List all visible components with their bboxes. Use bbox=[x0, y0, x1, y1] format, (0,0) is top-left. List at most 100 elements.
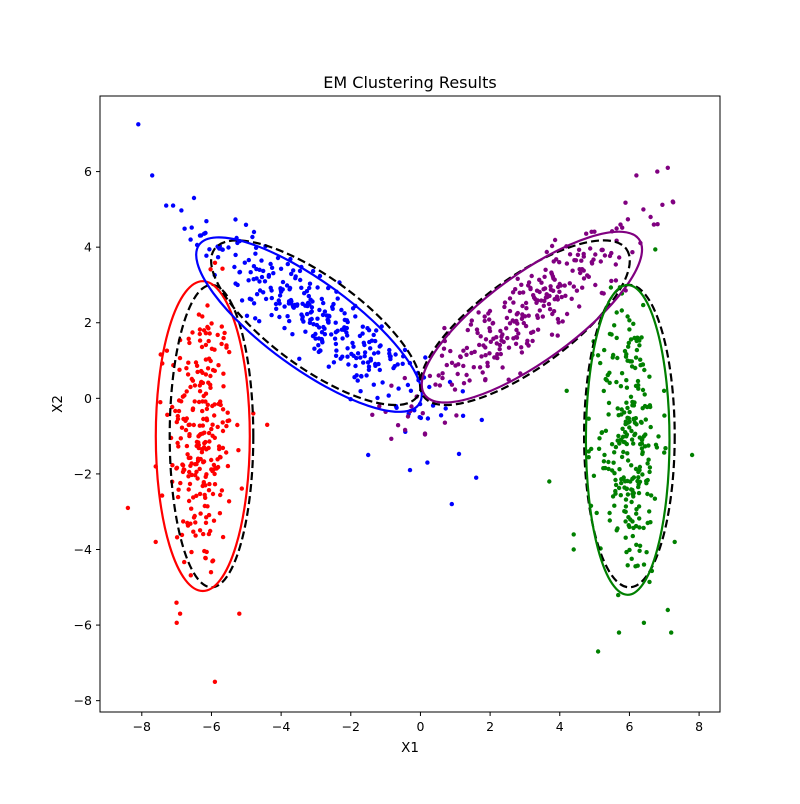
data-point-outlier bbox=[125, 505, 131, 511]
data-point-cluster-3 bbox=[593, 252, 598, 257]
data-point-cluster-4 bbox=[624, 385, 630, 390]
data-point-outlier bbox=[689, 452, 695, 458]
data-point-cluster-3 bbox=[617, 255, 622, 260]
data-point-cluster-4 bbox=[619, 454, 625, 460]
data-point-cluster-2 bbox=[293, 274, 298, 279]
data-point-cluster-4 bbox=[622, 485, 627, 490]
data-point-cluster-4 bbox=[645, 491, 650, 497]
data-point-cluster-3 bbox=[544, 292, 549, 297]
data-point-outlier bbox=[564, 388, 569, 393]
data-point-cluster-2 bbox=[405, 382, 411, 388]
data-point-cluster-2 bbox=[361, 360, 366, 365]
data-point-cluster-2 bbox=[326, 364, 331, 369]
data-point-cluster-3 bbox=[449, 360, 455, 365]
data-point-cluster-3 bbox=[497, 347, 502, 352]
data-point-cluster-1 bbox=[188, 455, 193, 460]
data-point-cluster-1 bbox=[236, 448, 241, 453]
data-point-cluster-1 bbox=[196, 312, 202, 317]
data-point-cluster-2 bbox=[303, 329, 308, 334]
data-point-cluster-1 bbox=[202, 503, 207, 509]
data-point-cluster-4 bbox=[625, 415, 630, 420]
data-point-cluster-2 bbox=[268, 261, 273, 267]
data-point-cluster-1 bbox=[192, 399, 197, 404]
data-point-cluster-2 bbox=[335, 328, 340, 333]
data-point-cluster-2 bbox=[322, 326, 327, 331]
data-point-cluster-2 bbox=[273, 301, 279, 307]
data-point-cluster-3 bbox=[613, 278, 619, 283]
data-point-cluster-1 bbox=[224, 450, 229, 455]
data-point-cluster-1 bbox=[218, 492, 223, 498]
plot-area-frame bbox=[99, 95, 721, 713]
data-point-cluster-2 bbox=[278, 266, 284, 271]
y-tick-label: 0 bbox=[84, 391, 92, 406]
data-point-cluster-2 bbox=[294, 303, 300, 308]
data-point-cluster-2 bbox=[287, 285, 293, 291]
data-point-cluster-3 bbox=[439, 353, 445, 358]
data-point-cluster-3 bbox=[526, 313, 531, 318]
data-point-cluster-2 bbox=[375, 395, 380, 401]
data-point-cluster-3 bbox=[577, 304, 582, 309]
data-point-cluster-4 bbox=[613, 482, 619, 488]
data-point-cluster-3 bbox=[461, 363, 466, 369]
data-point-cluster-1 bbox=[208, 528, 213, 534]
data-point-outlier bbox=[641, 207, 646, 212]
data-point-cluster-4 bbox=[629, 428, 634, 434]
data-point-cluster-3 bbox=[464, 345, 470, 351]
data-point-cluster-1 bbox=[196, 399, 202, 405]
data-point-cluster-3 bbox=[530, 338, 535, 344]
data-point-cluster-2 bbox=[330, 306, 335, 311]
data-point-cluster-1 bbox=[207, 439, 212, 444]
data-point-cluster-4 bbox=[633, 355, 639, 360]
data-point-cluster-1 bbox=[235, 422, 240, 428]
data-point-cluster-4 bbox=[586, 455, 591, 460]
data-point-cluster-4 bbox=[633, 523, 639, 529]
data-point-cluster-4 bbox=[611, 460, 616, 465]
data-point-cluster-3 bbox=[504, 326, 509, 331]
data-point-cluster-4 bbox=[623, 354, 629, 359]
data-point-cluster-3 bbox=[506, 345, 512, 350]
data-point-cluster-3 bbox=[448, 348, 453, 354]
data-point-cluster-3 bbox=[516, 331, 521, 336]
data-point-cluster-2 bbox=[311, 322, 316, 327]
data-point-cluster-2 bbox=[298, 277, 303, 283]
data-point-cluster-2 bbox=[342, 311, 347, 316]
data-point-cluster-4 bbox=[594, 510, 599, 516]
data-point-cluster-2 bbox=[312, 346, 317, 351]
data-point-cluster-3 bbox=[465, 327, 470, 333]
data-point-cluster-2 bbox=[364, 373, 369, 378]
data-point-cluster-4 bbox=[648, 424, 653, 430]
data-point-cluster-4 bbox=[586, 416, 591, 421]
data-point-cluster-3 bbox=[520, 314, 525, 319]
data-point-cluster-2 bbox=[289, 271, 294, 277]
data-point-cluster-4 bbox=[623, 504, 629, 509]
data-point-cluster-3 bbox=[535, 315, 540, 320]
data-point-cluster-4 bbox=[629, 463, 634, 468]
data-point-cluster-1 bbox=[193, 520, 198, 525]
data-point-cluster-4 bbox=[607, 510, 612, 516]
data-point-cluster-4 bbox=[638, 419, 644, 425]
data-point-cluster-1 bbox=[212, 347, 217, 352]
data-point-cluster-2 bbox=[215, 255, 221, 260]
data-point-cluster-2 bbox=[402, 347, 408, 353]
data-point-cluster-4 bbox=[602, 452, 607, 458]
data-point-cluster-1 bbox=[204, 472, 209, 477]
data-point-cluster-4 bbox=[619, 412, 624, 417]
data-point-cluster-1 bbox=[203, 555, 208, 561]
data-point-outlier bbox=[665, 607, 670, 613]
data-point-cluster-3 bbox=[474, 327, 480, 332]
data-point-cluster-3 bbox=[563, 293, 568, 298]
data-point-cluster-3 bbox=[623, 200, 628, 205]
data-point-cluster-4 bbox=[630, 491, 635, 497]
data-point-cluster-1 bbox=[191, 422, 196, 428]
data-point-cluster-1 bbox=[222, 330, 227, 336]
data-point-cluster-3 bbox=[487, 317, 492, 322]
data-point-cluster-3 bbox=[572, 258, 577, 263]
data-point-cluster-2 bbox=[354, 373, 359, 378]
data-point-cluster-4 bbox=[623, 497, 629, 502]
data-point-cluster-3 bbox=[498, 328, 503, 334]
data-point-cluster-1 bbox=[200, 314, 205, 319]
data-point-cluster-1 bbox=[199, 344, 205, 350]
data-point-cluster-4 bbox=[638, 357, 643, 362]
data-point-cluster-1 bbox=[220, 445, 226, 451]
x-axis-label: X1 bbox=[401, 740, 419, 756]
